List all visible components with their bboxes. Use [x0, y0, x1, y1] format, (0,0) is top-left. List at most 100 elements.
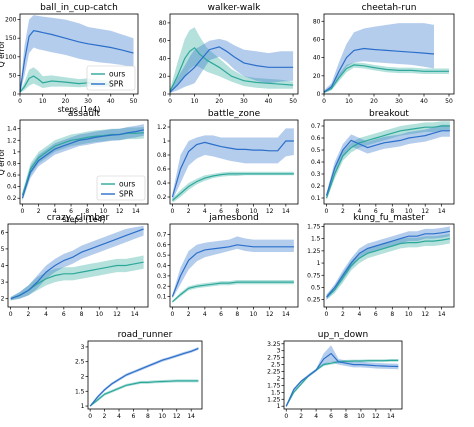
line-ours — [172, 281, 294, 303]
plot-frame — [169, 119, 299, 205]
line-spr — [285, 352, 399, 407]
y-tick-label: 0 — [163, 91, 167, 98]
x-tick-label: 14 — [282, 208, 290, 215]
band-ours — [324, 62, 449, 94]
band-spr — [286, 345, 399, 408]
y-tick-label: 2 — [277, 375, 281, 382]
line-spr — [89, 347, 199, 407]
x-tick-label: 4 — [44, 311, 48, 318]
x-tick-label: 40 — [107, 98, 115, 105]
panel-kung-fu-master: kung_fu_master 0 2 4 6 8 10 12 14 0.25 0.5 0.75 1 1.2… — [307, 213, 455, 318]
line-spr — [326, 230, 451, 298]
band-spr — [324, 23, 434, 94]
x-tick-label: 2 — [341, 208, 345, 215]
x-tick-label: 10 — [100, 208, 108, 215]
x-tick-label: 4 — [357, 311, 361, 318]
x-tick-label: 2 — [299, 413, 303, 420]
x-tick-label: 14 — [282, 311, 290, 318]
y-tick-label: 1.25 — [267, 396, 281, 403]
band-spr — [172, 236, 294, 299]
y-tick-label: 2.75 — [267, 355, 281, 362]
x-tick-label: 0 — [171, 311, 175, 318]
x-tick-label: 12 — [421, 311, 429, 318]
x-tick-label: 0 — [88, 413, 92, 420]
x-tick-label: 10 — [250, 311, 258, 318]
x-tick-label: 10 — [191, 98, 199, 105]
x-tick-label: 50 — [289, 98, 297, 105]
y-axis-label: Q error — [0, 40, 6, 67]
y-tick-label: 40 — [313, 55, 321, 62]
y-tick-label: 50 — [9, 72, 17, 79]
plot-frame — [323, 13, 455, 95]
band-spr — [20, 15, 134, 94]
x-tick-label: 20 — [215, 98, 223, 105]
y-tick-label: 1.25 — [307, 248, 321, 255]
line-ours — [326, 238, 451, 298]
line-ours — [169, 46, 294, 92]
x-axis-label: steps (1e4) — [63, 215, 106, 224]
x-tick-label: 6 — [219, 208, 223, 215]
y-tick-label: 3.25 — [267, 341, 281, 348]
x-tick-label: 0 — [21, 208, 25, 215]
x-tick-label: 14 — [438, 311, 446, 318]
y-tick-label: 0.1 — [311, 195, 321, 202]
x-tick-label: 0 — [18, 98, 22, 105]
legend-label: SPR — [109, 80, 124, 89]
x-tick-label: 8 — [235, 208, 239, 215]
line-ours — [89, 380, 199, 407]
y-tick-label: 80 — [159, 20, 167, 27]
y-tick-label: 0 — [317, 91, 321, 98]
band-ours — [172, 171, 294, 203]
x-tick-label: 6 — [374, 311, 378, 318]
x-tick-label: 12 — [113, 311, 121, 318]
x-tick-label: 8 — [85, 208, 89, 215]
line-spr — [21, 129, 145, 199]
x-tick-label: 10 — [95, 311, 103, 318]
line-spr — [325, 130, 450, 196]
x-tick-label: 2 — [187, 311, 191, 318]
y-tick-label: 0.4 — [157, 180, 167, 187]
x-tick-label: 10 — [405, 311, 413, 318]
x-tick-label: 10 — [405, 208, 413, 215]
y-tick-label: 20 — [159, 73, 167, 80]
x-tick-label: 10 — [39, 98, 47, 105]
x-tick-label: 40 — [265, 98, 273, 105]
x-tick-label: 12 — [116, 208, 124, 215]
y-tick-label: 0 — [13, 91, 17, 98]
x-tick-label: 20 — [370, 98, 378, 105]
x-tick-label: 10 — [345, 98, 353, 105]
band-spr — [326, 226, 450, 300]
legend-label: ours — [109, 70, 125, 79]
panel-cheetah-run: cheetah-run 0 10 20 30 40 50 0 20 40 60 80 — [313, 3, 455, 105]
band-ours — [22, 127, 144, 199]
legend-label: SPR — [119, 190, 134, 199]
y-tick-label: 1 — [81, 403, 85, 410]
y-tick-label: 0.8 — [157, 152, 167, 159]
legend-label: ours — [119, 180, 135, 189]
y-tick-label: 0.25 — [307, 297, 321, 304]
y-tick-label: 4 — [1, 263, 5, 270]
panel-title: crazy_climber — [47, 213, 110, 223]
panel-jamesbond: jamesbond 0 2 4 6 8 10 12 14 0.1 0.2 0.3 0.4 0.5 0.6 0.… — [157, 213, 299, 318]
y-tick-label: 1.75 — [307, 223, 321, 230]
x-tick-label: 10 — [357, 413, 365, 420]
x-tick-label: 12 — [372, 413, 380, 420]
x-tick-label: 2 — [103, 413, 107, 420]
band-spr — [10, 225, 144, 301]
x-tick-label: 8 — [146, 413, 150, 420]
panel-title: battle_zone — [208, 109, 261, 119]
y-tick-label: 0.8 — [7, 160, 17, 167]
y-tick-label: 80 — [313, 18, 321, 25]
y-tick-label: 0.2 — [157, 283, 167, 290]
panel-title: walker-walk — [208, 3, 262, 13]
x-tick-label: 14 — [438, 208, 446, 215]
x-tick-label: 0 — [168, 98, 172, 105]
y-tick-label: 0.6 — [157, 242, 167, 249]
x-tick-label: 6 — [329, 413, 333, 420]
plot-frame — [283, 340, 403, 410]
x-axis-label: steps (1e4) — [58, 105, 101, 114]
line-ours — [325, 125, 450, 199]
panel-crazy-climber: crazy_climber 0 2 4 6 8 10 12 14 2 3 4 5 6 — [1, 213, 149, 318]
